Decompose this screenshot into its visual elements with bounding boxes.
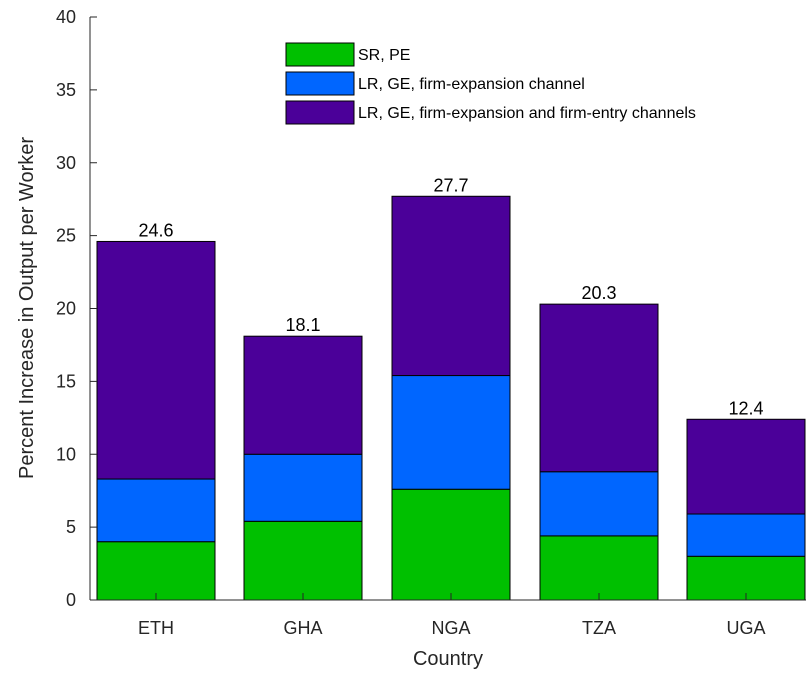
total-label-eth: 24.6 [138, 220, 173, 240]
x-axis-title: Country [413, 648, 483, 670]
bar-eth-series-3 [96, 240, 216, 480]
x-tick-label-tza: TZA [582, 618, 616, 638]
bar-nga-series-2 [391, 375, 511, 490]
legend-box [281, 38, 802, 126]
bar-tza-series-3 [539, 303, 659, 473]
legend-swatch-3 [285, 100, 355, 125]
bar-gha-series-2 [243, 453, 363, 522]
x-tick-label-uga: UGA [726, 618, 765, 638]
bar-tza-series-1 [539, 535, 659, 601]
y-axis-title: Percent Increase in Output per Worker [16, 137, 38, 479]
y-ticks-group: 0 5 10 15 20 25 30 35 40 [56, 7, 97, 610]
legend-swatch-1 [285, 42, 355, 67]
bar-gha-series-3 [243, 335, 363, 455]
y-tick-label: 15 [56, 371, 76, 391]
y-tick-label: 25 [56, 226, 76, 246]
bar-gha-series-1 [243, 520, 363, 601]
bars-group [96, 195, 806, 601]
y-tick-label: 5 [66, 517, 76, 537]
y-tick-label: 30 [56, 153, 76, 173]
bar-eth-series-2 [96, 478, 216, 543]
y-tick-label: 35 [56, 80, 76, 100]
total-label-gha: 18.1 [285, 315, 320, 335]
legend-label-1: SR, PE [358, 47, 410, 64]
legend: SR, PE LR, GE, firm-expansion channel LR, … [281, 38, 802, 126]
y-tick-label: 20 [56, 299, 76, 319]
bar-uga-series-3 [686, 418, 806, 515]
x-tick-label-nga: NGA [431, 618, 470, 638]
total-label-uga: 12.4 [728, 398, 763, 418]
x-tick-label-eth: ETH [138, 618, 174, 638]
bar-nga-series-1 [391, 488, 511, 601]
legend-label-3: LR, GE, firm-expansion and firm-entry ch… [358, 105, 696, 122]
bar-uga-series-2 [686, 513, 806, 557]
y-tick-label: 10 [56, 444, 76, 464]
y-tick-label: 0 [66, 590, 76, 610]
x-ticks-group: ETH GHA NGA TZA UGA [138, 593, 766, 638]
bar-eth-series-1 [96, 541, 216, 601]
legend-label-2: LR, GE, firm-expansion channel [358, 76, 585, 93]
total-label-tza: 20.3 [581, 283, 616, 303]
bar-nga-series-3 [391, 195, 511, 377]
bar-uga-series-1 [686, 555, 806, 601]
y-tick-label: 40 [56, 7, 76, 27]
total-labels-group: 24.6 18.1 27.7 20.3 12.4 [138, 175, 763, 418]
bar-tza-series-2 [539, 471, 659, 537]
legend-swatch-2 [285, 71, 355, 96]
total-label-nga: 27.7 [433, 175, 468, 195]
x-tick-label-gha: GHA [283, 618, 322, 638]
